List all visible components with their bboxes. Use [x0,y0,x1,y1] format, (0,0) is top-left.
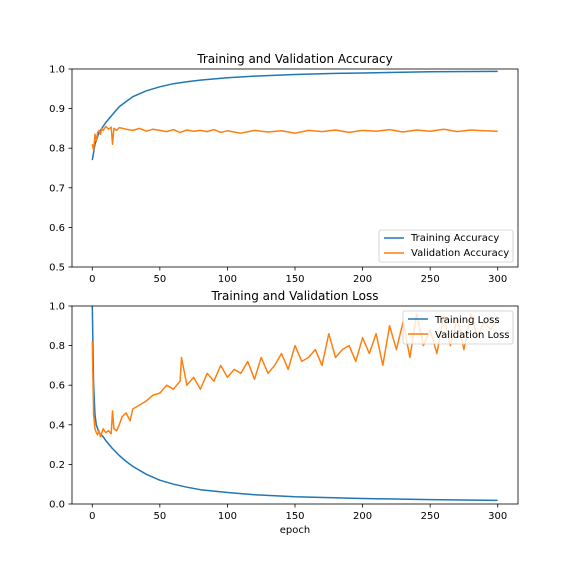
loss-x-tick-label: 50 [153,511,166,522]
loss-y-tick-label: 0.0 [49,500,65,511]
loss-legend-box [402,310,514,345]
series-line-training-loss [91,306,498,502]
loss-x-tick-label: 0 [89,511,95,522]
loss-y-tick-label: 0.4 [49,420,65,431]
loss-legend-label-training: Training Loss [434,315,500,326]
accuracy-legend-label-training: Training Accuracy [410,233,499,244]
accuracy-y-tick-label: 0.9 [49,104,65,115]
accuracy-chart: Training and Validation Accuracy 0 50 100 1… [49,52,519,286]
loss-y-tick-label: 1.0 [49,302,65,313]
loss-y-tick-label: 0.6 [49,381,65,392]
loss-plot-frame [71,305,519,505]
loss-legend: Training Loss Validation Loss [402,310,514,345]
accuracy-legend: Training Accuracy Validation Accuracy [378,229,514,263]
loss-y-tick-label: 0.2 [49,460,65,471]
loss-x-tick-label: 150 [285,511,304,522]
loss-ticks: 0 50 100 150 200 250 300 0.0 0.2 0.4 0.6 0.8 1.0 [49,302,507,523]
accuracy-y-tick-label: 0.6 [49,223,65,234]
loss-y-tick-label: 0.8 [49,341,65,352]
accuracy-legend-label-validation: Validation Accuracy [411,248,509,259]
series-line-validation-accuracy [91,125,498,151]
accuracy-y-tick-label: 0.5 [49,263,65,274]
loss-chart-title: Training and Validation Loss [211,289,379,303]
accuracy-y-tick-label: 0.8 [49,144,65,155]
accuracy-y-tick-label: 0.7 [49,183,65,194]
accuracy-plot-frame [71,68,519,268]
series-line-training-accuracy [91,70,498,161]
accuracy-lines [91,70,498,161]
loss-x-tick-label: 200 [353,511,372,522]
accuracy-legend-box [378,229,514,263]
accuracy-x-tick-label: 100 [218,274,237,285]
loss-chart: Training and Validation Loss 0 50 100 150 20… [49,289,519,536]
accuracy-x-tick-label: 150 [285,274,304,285]
loss-x-tick-label: 300 [488,511,507,522]
accuracy-x-tick-label: 0 [89,274,95,285]
accuracy-x-tick-label: 300 [488,274,507,285]
accuracy-ticks: 0 50 100 150 200 250 300 0.5 0.6 0.7 0.8 0.9 1.0 [49,65,507,286]
accuracy-chart-title: Training and Validation Accuracy [196,52,392,66]
loss-x-tick-label: 250 [421,511,440,522]
loss-x-axis-label: epoch [280,525,310,536]
loss-legend-label-validation: Validation Loss [435,330,510,341]
loss-x-tick-label: 100 [218,511,237,522]
accuracy-x-tick-label: 200 [353,274,372,285]
accuracy-y-tick-label: 1.0 [49,65,65,76]
accuracy-x-tick-label: 50 [153,274,166,285]
accuracy-x-tick-label: 250 [421,274,440,285]
